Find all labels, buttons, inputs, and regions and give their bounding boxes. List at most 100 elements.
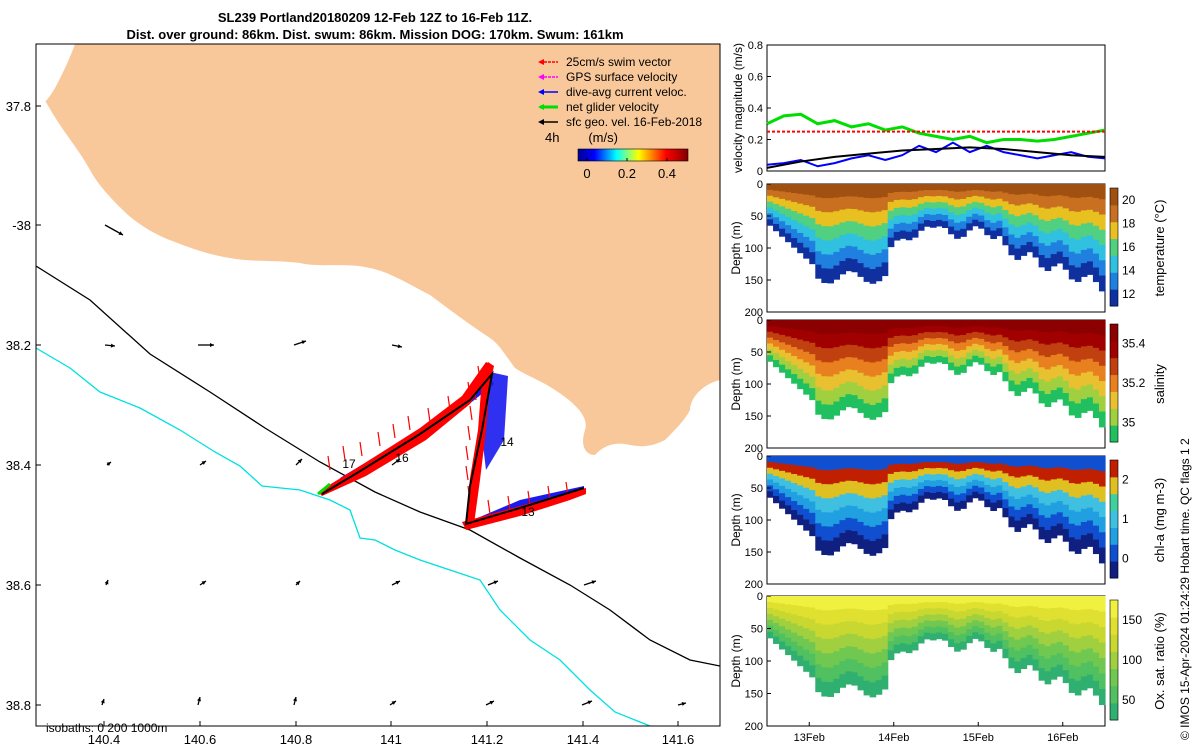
heatmap-cell [972,596,979,603]
heatmap-cell [863,638,871,654]
heatmap-cell [845,320,853,333]
heatmap-cell [857,236,865,251]
heatmap-cell [942,474,949,482]
heatmap-cell [893,463,901,473]
heatmap-cell [960,456,967,465]
heatmap-cell [881,197,889,211]
heatmap-cell [1050,456,1058,469]
heatmap-cell [797,475,804,486]
heatmap-cell [821,667,828,683]
heatmap-cell [1008,486,1016,497]
heatmap-cell [815,346,822,361]
heatmap-cell [773,629,780,638]
colorbar-tick-label: 0.4 [658,166,676,181]
heatmap-cell [857,535,865,549]
heatmap-ytick-label: 200 [745,443,763,455]
heatmap-cell [899,456,907,465]
heatmap-cell [1008,214,1016,225]
time-xtick-label: 16Feb [1047,732,1078,744]
heatmap-cell [972,456,979,463]
heatmap-cell [1008,194,1016,205]
heatmap-cell [1092,680,1100,696]
heatmap-cell [1026,377,1034,389]
heatmap-cell [779,641,786,650]
heatmap-cell [815,387,822,402]
colorbar-segment [1110,425,1118,443]
colorbar-segment [1110,374,1118,392]
heatmap-cell [1050,479,1058,492]
heatmap-cell [767,619,774,627]
heatmap-cell [942,338,949,346]
heatmap-cell [1020,517,1028,528]
heatmap-cell [984,205,991,214]
heatmap-cell [984,477,991,486]
heatmap-cell [887,641,895,652]
heatmap-cell [942,196,949,204]
heatmap-cell [911,214,919,223]
heatmap-cell [948,191,955,199]
heatmap-cell [857,346,865,361]
heatmap-cell [960,364,967,373]
heatmap-cell [929,326,937,333]
heatmap-cell [1098,657,1106,675]
heatmap-cell [857,320,865,334]
heatmap-cell [1086,248,1094,262]
heatmap-cell [1086,384,1094,398]
heatmap-cell [1098,626,1106,644]
heatmap-cell [857,482,865,497]
heatmap-cell [1068,469,1076,484]
heatmap-cell [1044,381,1052,395]
heatmap-cell [1068,510,1076,525]
heatmap-cell [887,219,895,230]
heatmap-cell [1020,647,1028,659]
heatmap-cell [1002,508,1010,518]
heatmap-cell [839,358,847,372]
heatmap-cell [929,190,937,197]
heatmap-cell [978,338,985,346]
heatmap-cell [923,196,931,203]
heatmap-cell [899,479,907,488]
map-ytick-label: 38.6 [6,578,31,593]
heatmap-cell [1002,236,1010,246]
heatmap-cell [1044,468,1052,482]
heatmap-cell [917,216,925,225]
heatmap-cell [773,623,780,631]
heatmap-cell [767,337,774,345]
heatmap-cell [1020,616,1028,628]
heatmap-cell [905,644,913,654]
heatmap-cell [917,629,925,637]
heatmap-cell [779,327,786,336]
heatmap-cell [887,210,895,221]
heatmap-cell [1056,376,1064,389]
heatmap-cell [881,622,889,637]
heatmap-cell [984,341,991,350]
heatmap-cell [821,198,828,213]
heatmap-cell [923,320,931,327]
heatmap-cell [821,526,828,541]
heatmap-cell [1068,623,1076,638]
heatmap-cell [1056,489,1064,502]
heatmap-cell [791,229,798,239]
heatmap-cell [1086,609,1094,623]
swim-vector [342,445,346,461]
heatmap-cell [905,343,913,353]
heatmap-cell [821,638,828,654]
heatmap-cell [1098,642,1106,659]
heatmap-cell [929,344,937,352]
heatmap-cell [899,350,907,360]
heatmap-cell [1062,468,1070,481]
heatmap-cell [1002,640,1010,650]
map-xtick-label: 140.6 [184,732,217,747]
heatmap-cell [990,479,997,488]
heatmap-cell [773,609,780,617]
heatmap-cell [899,366,907,375]
heatmap-cell [936,213,943,221]
heatmap-cell [833,238,841,253]
heatmap-cell [990,191,997,201]
colorbar-tick-label: 1 [1122,512,1129,526]
heatmap-cell [1080,495,1088,510]
heatmap-cell [996,640,1003,649]
heatmap-cell [839,184,847,198]
heatmap-cell [996,610,1003,620]
heatmap-cell [809,478,816,491]
